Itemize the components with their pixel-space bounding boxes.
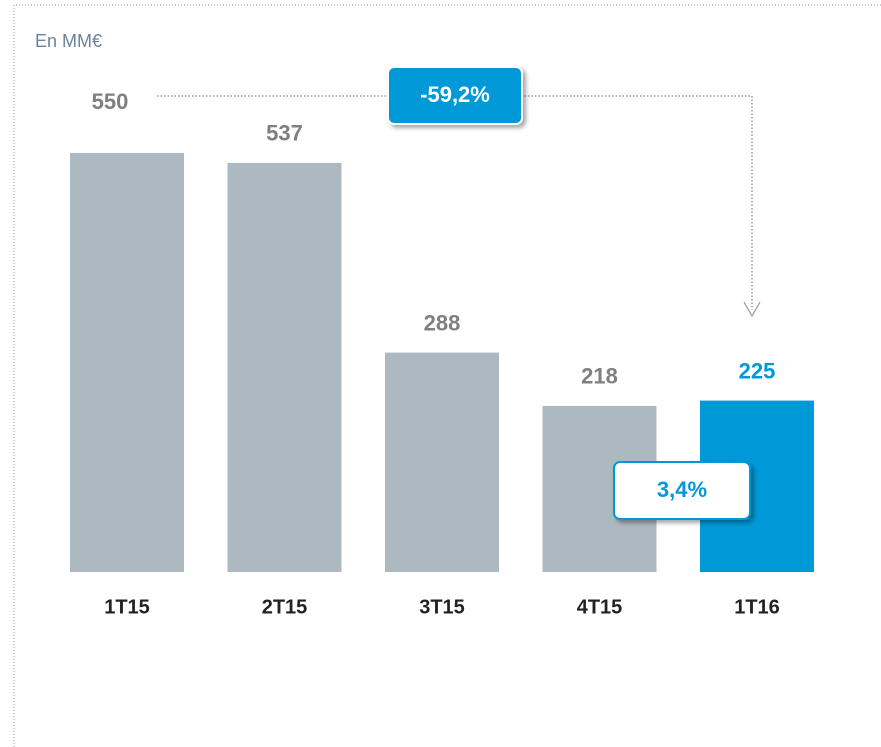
- bar: [70, 153, 184, 572]
- bar: [385, 352, 499, 572]
- frame: [13, 4, 881, 747]
- bar: [227, 162, 342, 573]
- trend-connector: [157, 95, 753, 310]
- growth-badge: [613, 461, 751, 520]
- category-label: 1T16: [734, 596, 780, 618]
- value-label: 550: [92, 89, 129, 114]
- category-label: 4T15: [577, 596, 623, 618]
- value-label: 288: [424, 310, 461, 335]
- change-badge-text: -59,2%: [420, 82, 490, 107]
- value-label: 537: [266, 121, 303, 146]
- unit-label: En MM€: [35, 31, 102, 51]
- growth-badge-text: 3,4%: [657, 477, 707, 502]
- category-label: 1T15: [104, 596, 150, 618]
- category-label: 2T15: [262, 596, 308, 618]
- category-label: 3T15: [419, 596, 465, 618]
- value-label: 218: [581, 364, 618, 389]
- arrow-head: [743, 301, 761, 318]
- value-label: 225: [739, 358, 776, 383]
- change-badge: [387, 66, 523, 125]
